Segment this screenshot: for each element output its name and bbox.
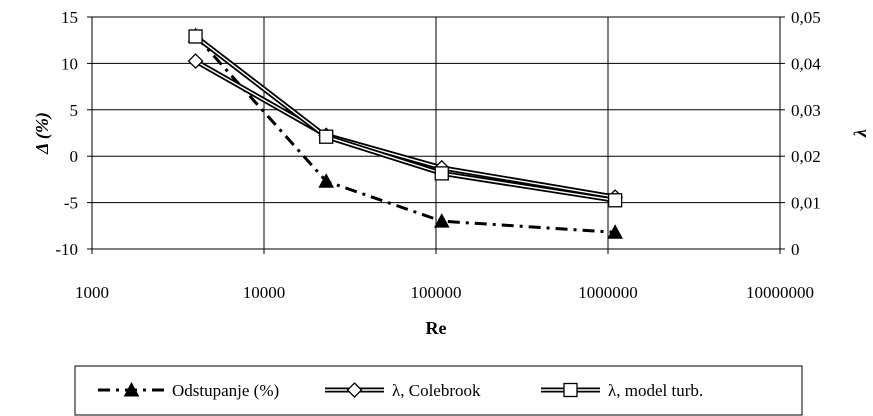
series-layer bbox=[187, 27, 624, 239]
data-point bbox=[607, 193, 623, 208]
left-axis-ticks: -10 -5 0 5 10 15 bbox=[55, 8, 92, 259]
grid-lines bbox=[92, 17, 780, 249]
series-line-inner bbox=[195, 35, 616, 201]
legend-entry: λ, Colebrook bbox=[325, 381, 481, 400]
y2-tick-label: 0,05 bbox=[791, 8, 821, 27]
y2-tick-label: 0,04 bbox=[791, 54, 821, 73]
y2-tick-label: 0,01 bbox=[791, 194, 821, 213]
y-tick-label: 5 bbox=[70, 101, 79, 120]
legend-box bbox=[74, 365, 803, 416]
right-axis-title: λ bbox=[850, 129, 870, 138]
data-point bbox=[318, 173, 335, 188]
y-tick-label: -10 bbox=[55, 240, 78, 259]
series-diamond bbox=[187, 53, 624, 205]
x-tick-label: 10000000 bbox=[746, 283, 814, 302]
y2-tick-label: 0 bbox=[791, 240, 800, 259]
y2-tick-label: 0,03 bbox=[791, 101, 821, 120]
legend-entry: Odstupanje (%) bbox=[98, 381, 279, 400]
x-tick-label: 1000000 bbox=[578, 283, 638, 302]
y-tick-label: -5 bbox=[64, 194, 78, 213]
y2-tick-label: 0,02 bbox=[791, 147, 821, 166]
legend-marker bbox=[123, 381, 140, 397]
y-tick-label: 0 bbox=[70, 147, 79, 166]
y-tick-label: 10 bbox=[61, 54, 78, 73]
data-point bbox=[188, 29, 203, 44]
legend-label: Odstupanje (%) bbox=[172, 381, 279, 400]
data-point bbox=[433, 213, 450, 228]
legend-marker bbox=[563, 382, 578, 398]
x-tick-label: 1000 bbox=[75, 283, 109, 302]
series-triangle bbox=[187, 27, 623, 239]
left-axis-title: Δ (%) bbox=[32, 112, 53, 155]
y-tick-label: 15 bbox=[61, 8, 78, 27]
data-point bbox=[607, 224, 623, 239]
x-tick-label: 100000 bbox=[411, 283, 462, 302]
data-point bbox=[434, 166, 449, 181]
right-axis-ticks: 0 0,01 0,02 0,03 0,04 0,05 bbox=[780, 8, 821, 259]
x-axis-ticks: 1000 10000 100000 1000000 10000000 bbox=[75, 249, 814, 302]
x-axis-title: Re bbox=[426, 318, 447, 338]
legend-label: λ, model turb. bbox=[608, 381, 703, 400]
data-point bbox=[187, 53, 204, 69]
legend-label: λ, Colebrook bbox=[392, 381, 481, 400]
legend-marker bbox=[346, 382, 363, 398]
series-line bbox=[194, 58, 616, 200]
x-tick-label: 10000 bbox=[243, 283, 286, 302]
legend-entry: λ, model turb. bbox=[541, 381, 703, 400]
series-line-inner bbox=[195, 60, 616, 198]
series-line bbox=[194, 34, 616, 203]
series-square bbox=[188, 29, 623, 208]
legend: Odstupanje (%) λ, Colebrook λ, model turb. bbox=[74, 365, 803, 416]
data-point bbox=[319, 129, 334, 144]
